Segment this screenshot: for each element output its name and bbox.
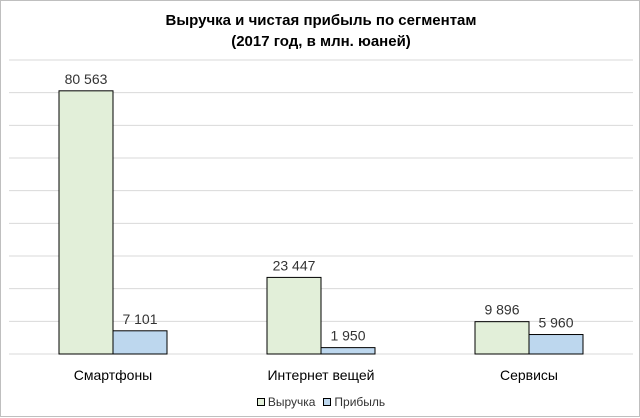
- legend-label-profit: Прибыль: [334, 395, 386, 409]
- bar-revenue-2: [474, 321, 530, 355]
- bar-revenue-1: [266, 276, 322, 355]
- data-label-revenue-2: 9 896: [484, 302, 519, 318]
- x-tick-label-0: Смартфоны: [74, 367, 153, 383]
- legend-label-revenue: Выручка: [267, 395, 316, 409]
- chart-title-line1: Выручка и чистая прибыль по сегментам: [165, 12, 477, 29]
- legend: Выручка Прибыль: [1, 395, 640, 409]
- legend-item-profit: Прибыль: [323, 395, 385, 409]
- data-label-profit-0: 7 101: [122, 311, 157, 327]
- bar-profit-1: [320, 347, 376, 355]
- data-label-revenue-0: 80 563: [65, 71, 108, 87]
- x-tick-label-1: Интернет вещей: [267, 367, 374, 383]
- bar-profit-2: [528, 334, 584, 355]
- chart-title-line2: (2017 год, в млн. юаней): [231, 33, 411, 50]
- bar-profit-0: [112, 330, 168, 355]
- legend-swatch-profit: [323, 398, 332, 406]
- legend-swatch-revenue: [256, 398, 265, 406]
- data-label-profit-1: 1 950: [330, 328, 365, 344]
- data-label-revenue-1: 23 447: [273, 257, 316, 273]
- data-label-profit-2: 5 960: [538, 315, 573, 331]
- chart-title: Выручка и чистая прибыль по сегментам (2…: [1, 10, 640, 52]
- x-tick-label-2: Сервисы: [500, 367, 558, 383]
- bar-revenue-0: [58, 90, 114, 355]
- legend-item-revenue: Выручка: [256, 395, 316, 409]
